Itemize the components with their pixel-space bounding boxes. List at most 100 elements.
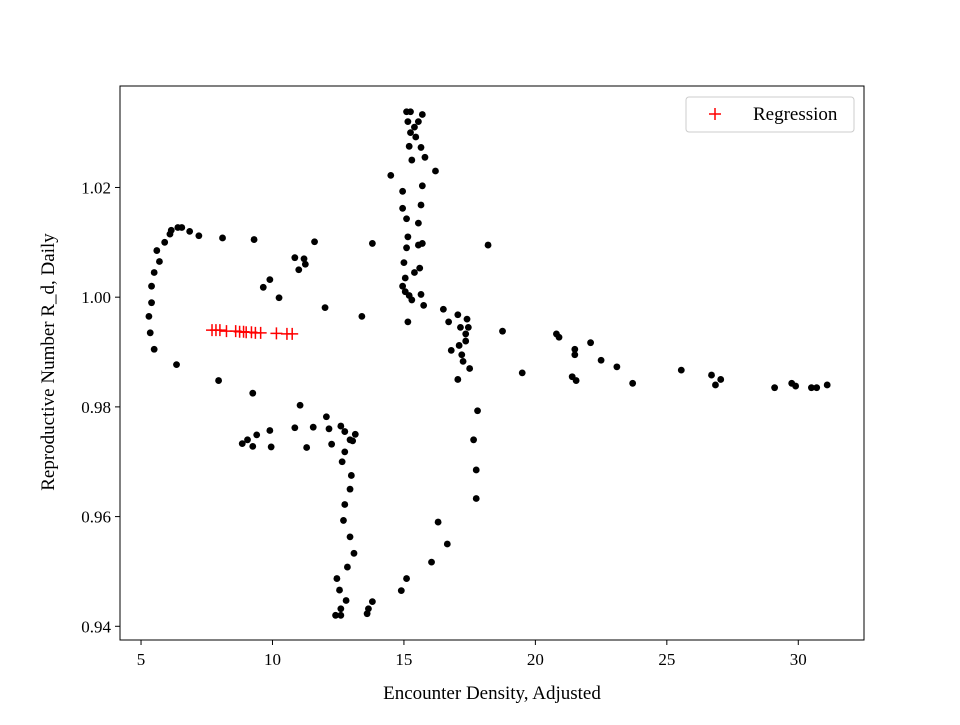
data-point <box>454 311 462 319</box>
data-point <box>340 517 347 524</box>
data-point <box>414 219 422 227</box>
data-point <box>333 575 341 582</box>
data-point <box>259 283 267 291</box>
data-point <box>405 142 413 150</box>
data-point <box>443 540 451 548</box>
data-point <box>215 377 222 384</box>
data-point <box>407 129 414 137</box>
data-point <box>156 258 163 265</box>
data-point <box>346 485 354 493</box>
data-point <box>219 234 226 242</box>
data-point <box>418 111 426 118</box>
data-point <box>146 329 154 337</box>
regression-point <box>270 327 283 340</box>
data-point <box>418 182 426 190</box>
data-point <box>341 501 349 508</box>
y-tick-label: 0.98 <box>81 398 111 417</box>
data-point <box>253 431 261 439</box>
data-point <box>416 264 424 272</box>
data-point <box>322 413 330 421</box>
data-point <box>148 282 155 290</box>
data-point <box>275 294 283 302</box>
data-point <box>303 444 311 451</box>
data-point <box>325 425 333 433</box>
data-point <box>332 611 339 619</box>
data-point <box>464 323 472 331</box>
data-point <box>432 167 439 175</box>
data-point <box>397 587 405 595</box>
data-point <box>178 224 186 231</box>
legend: Regression <box>685 96 855 133</box>
data-point <box>309 423 317 431</box>
data-point <box>291 424 299 432</box>
axis-ticks: 5 10 15 20 25 30 0.94 0.96 0.98 1.00 1.02 <box>81 178 807 669</box>
data-point <box>572 377 580 384</box>
data-point <box>420 302 428 309</box>
data-point <box>399 204 407 212</box>
data-point <box>470 436 477 444</box>
data-point <box>472 495 480 502</box>
data-point <box>455 342 463 349</box>
x-tick-label: 5 <box>137 650 146 669</box>
data-point <box>344 563 351 571</box>
data-point <box>484 241 492 249</box>
data-point <box>161 238 169 246</box>
data-point <box>417 201 425 209</box>
data-point <box>445 318 453 326</box>
x-tick-label: 10 <box>264 650 281 669</box>
data-point <box>244 436 251 444</box>
data-point <box>301 260 309 268</box>
y-tick-label: 1.00 <box>81 288 111 307</box>
data-point <box>457 323 464 331</box>
legend-regression-marker <box>709 108 721 120</box>
data-point <box>792 382 800 390</box>
y-axis-label: Reproductive Number R_d, Daily <box>38 233 59 491</box>
data-point <box>717 376 725 383</box>
data-point <box>403 575 410 582</box>
data-point <box>267 443 275 451</box>
data-point <box>771 384 779 392</box>
data-point <box>404 118 412 126</box>
data-point <box>153 247 161 254</box>
data-point <box>342 597 350 604</box>
data-point <box>266 427 274 434</box>
data-point <box>408 296 416 304</box>
axes-frame <box>119 85 865 641</box>
data-point <box>399 187 407 195</box>
data-point <box>404 318 412 326</box>
data-point <box>311 238 318 246</box>
data-point <box>328 440 336 448</box>
data-point <box>167 226 175 234</box>
data-point <box>296 401 304 409</box>
data-point <box>368 598 376 606</box>
data-point <box>808 384 815 392</box>
data-point <box>403 215 410 223</box>
data-point <box>428 558 435 566</box>
data-point <box>677 366 685 374</box>
data-point <box>411 269 418 276</box>
x-tick-label: 15 <box>395 650 412 669</box>
data-point <box>823 381 831 389</box>
y-tick-label: 0.94 <box>81 617 111 636</box>
data-point <box>499 327 506 335</box>
legend-regression-label: Regression <box>753 104 838 125</box>
data-point <box>145 312 153 320</box>
data-point <box>408 156 416 164</box>
data-point <box>629 379 637 387</box>
data-point <box>597 356 605 364</box>
data-point <box>708 371 715 379</box>
data-point <box>249 442 257 450</box>
data-point <box>555 333 563 341</box>
data-point <box>813 384 821 392</box>
data-point <box>613 363 621 371</box>
data-point <box>349 437 357 445</box>
data-point <box>186 227 194 235</box>
data-point <box>341 448 349 456</box>
data-point <box>454 376 462 383</box>
data-point <box>417 144 425 151</box>
data-point <box>411 123 418 131</box>
legend-box <box>685 96 855 133</box>
data-point <box>417 291 425 298</box>
regression-point <box>213 324 226 337</box>
